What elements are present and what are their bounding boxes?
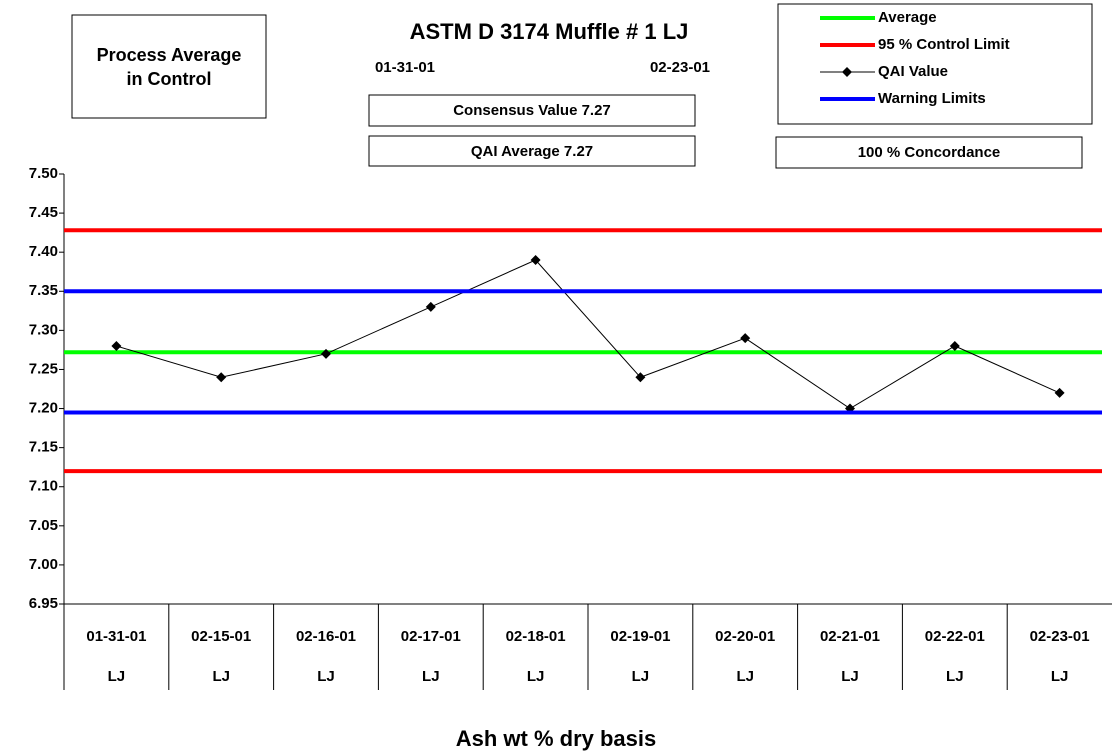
x-sublabel: LJ bbox=[632, 668, 650, 685]
x-axis-label: Ash wt % dry basis bbox=[456, 726, 657, 751]
x-sublabel: LJ bbox=[946, 668, 964, 685]
status-box bbox=[71, 14, 267, 119]
qai-average-text: QAI Average 7.27 bbox=[471, 143, 593, 160]
x-tick-label: 02-21-01 bbox=[820, 628, 880, 645]
x-tick-label: 02-15-01 bbox=[191, 628, 251, 645]
y-tick-label: 7.20 bbox=[29, 400, 58, 417]
x-tick-label: 02-17-01 bbox=[401, 628, 461, 645]
data-point bbox=[321, 348, 331, 359]
y-tick-label: 7.00 bbox=[29, 556, 58, 573]
legend-label: Average bbox=[878, 9, 937, 26]
data-point bbox=[530, 255, 541, 265]
legend-label: 95 % Control Limit bbox=[878, 36, 1010, 53]
y-tick-label: 7.30 bbox=[29, 321, 58, 338]
data-point bbox=[216, 372, 227, 383]
legend-label: Warning Limits bbox=[878, 90, 986, 107]
x-tick-label: 02-18-01 bbox=[506, 628, 566, 645]
x-tick-label: 02-20-01 bbox=[715, 628, 775, 645]
x-sublabel: LJ bbox=[212, 668, 230, 685]
consensus-text: Consensus Value 7.27 bbox=[453, 102, 611, 119]
chart-title: ASTM D 3174 Muffle # 1 LJ bbox=[410, 19, 689, 44]
concordance-text: 100 % Concordance bbox=[858, 144, 1001, 161]
data-line bbox=[116, 259, 1060, 410]
status-wrap: Process Average in Control bbox=[96, 44, 242, 89]
x-tick-label: 02-22-01 bbox=[925, 628, 985, 645]
x-tick-label: 02-16-01 bbox=[296, 628, 356, 645]
y-tick-label: 6.95 bbox=[29, 595, 58, 612]
y-tick-label: 7.25 bbox=[29, 360, 58, 377]
x-sublabel: LJ bbox=[1051, 668, 1069, 685]
qai-average-box bbox=[368, 135, 696, 167]
y-tick-label: 7.45 bbox=[29, 204, 58, 221]
data-point bbox=[635, 372, 646, 383]
data-point bbox=[949, 341, 960, 351]
x-sublabel: LJ bbox=[527, 668, 545, 685]
concordance-box bbox=[775, 136, 1083, 169]
data-point bbox=[740, 333, 751, 344]
y-tick-label: 7.10 bbox=[29, 478, 58, 495]
legend-box bbox=[777, 3, 1093, 125]
data-point bbox=[111, 341, 122, 351]
y-tick-label: 7.50 bbox=[29, 165, 58, 182]
data-point bbox=[1054, 387, 1065, 398]
date-start: 01-31-01 bbox=[375, 59, 435, 76]
x-sublabel: LJ bbox=[317, 668, 335, 685]
x-sublabel: LJ bbox=[736, 668, 754, 685]
x-tick-label: 02-19-01 bbox=[610, 628, 670, 645]
x-sublabel: LJ bbox=[422, 668, 440, 685]
data-point bbox=[425, 301, 436, 312]
x-tick-label: 02-23-01 bbox=[1030, 628, 1090, 645]
x-sublabel: LJ bbox=[841, 668, 859, 685]
x-sublabel: LJ bbox=[108, 668, 126, 685]
y-tick-label: 7.35 bbox=[29, 282, 58, 299]
legend-marker bbox=[842, 67, 852, 77]
y-tick-label: 7.40 bbox=[29, 243, 58, 260]
y-tick-label: 7.15 bbox=[29, 439, 58, 456]
consensus-box bbox=[368, 94, 696, 127]
date-end: 02-23-01 bbox=[650, 59, 710, 76]
y-tick-label: 7.05 bbox=[29, 517, 58, 534]
legend-label: QAI Value bbox=[878, 63, 948, 80]
status-text: Process Average in Control bbox=[96, 44, 242, 89]
x-tick-label: 01-31-01 bbox=[86, 628, 146, 645]
